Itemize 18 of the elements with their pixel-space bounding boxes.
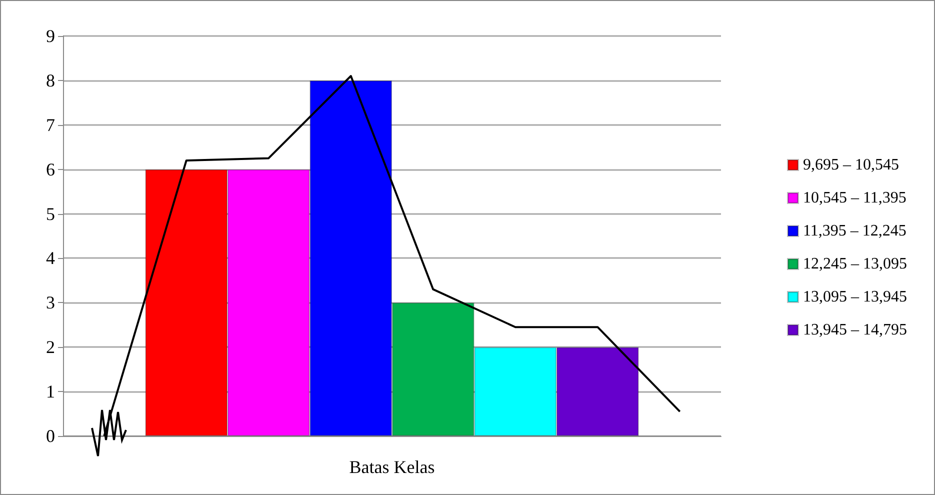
y-tick-label: 3 — [46, 292, 55, 313]
y-tick-label: 2 — [46, 337, 55, 358]
y-tick-label: 5 — [46, 204, 55, 224]
legend-label: 9,695 – 10,545 — [803, 156, 899, 174]
y-tick-label: 8 — [46, 70, 55, 90]
legend-label: 13,945 – 14,795 — [803, 322, 907, 338]
y-tick-label: 0 — [46, 426, 55, 446]
y-tick-label: 1 — [46, 382, 55, 402]
legend-label: 13,095 – 13,945 — [803, 288, 907, 306]
x-axis-title: Batas Kelas — [349, 457, 435, 477]
legend-label: 10,545 – 11,395 — [803, 190, 906, 206]
y-tick-label: 7 — [46, 114, 55, 135]
legend-label: 12,245 – 13,095 — [803, 256, 907, 272]
y-tick-label: 4 — [46, 248, 55, 268]
y-tick-label: 9 — [46, 26, 55, 46]
legend-label: 11,395 – 12,245 — [803, 222, 906, 240]
line-series — [103, 75, 681, 437]
y-tick-label: 6 — [46, 159, 55, 180]
